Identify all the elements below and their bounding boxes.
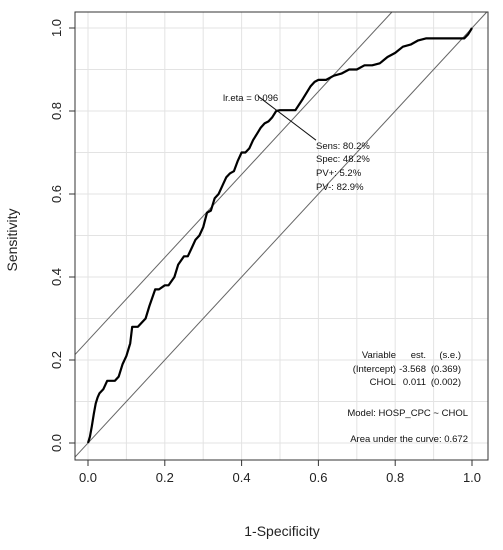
grid — [75, 12, 488, 460]
y-tick-label: 0.0 — [49, 434, 64, 452]
cutoff-label: lr.eta = 0.096 — [223, 93, 278, 104]
reference-lines — [74, 11, 488, 458]
model-table: Variable est. (s.e.) (Intercept) -3.568 … — [353, 350, 461, 388]
pv-plus-label: PV+: 5.2% — [316, 168, 362, 179]
x-axis: 0.0 0.2 0.4 0.6 0.8 1.0 — [79, 460, 481, 485]
x-tick-label: 0.6 — [309, 470, 327, 485]
x-tick-label: 0.8 — [386, 470, 404, 485]
x-tick-label: 0.4 — [233, 470, 251, 485]
table-cell: (Intercept) — [353, 364, 396, 375]
y-tick-label: 1.0 — [49, 19, 64, 37]
y-tick-label: 0.6 — [49, 185, 64, 203]
reference-line — [74, 11, 393, 355]
pv-minus-label: PV-: 82.9% — [316, 182, 364, 193]
x-tick-label: 0.2 — [156, 470, 174, 485]
table-cell: 0.011 — [403, 377, 426, 388]
x-axis-title: 1-Specificity — [244, 523, 319, 539]
table-cell: (0.002) — [431, 377, 461, 388]
y-tick-label: 0.2 — [49, 351, 64, 369]
table-cell: -3.568 — [399, 364, 426, 375]
y-axis: 0.0 0.2 0.4 0.6 0.8 1.0 — [49, 19, 75, 452]
plot-frame — [74, 11, 489, 461]
cutoff-pointer — [257, 95, 317, 141]
y-tick-label: 0.4 — [49, 268, 64, 286]
auc-label: Area under the curve: 0.672 — [350, 434, 468, 445]
model-formula: Model: HOSP_CPC ~ CHOL — [347, 408, 468, 419]
table-header-variable: Variable — [362, 350, 396, 361]
table-cell: (0.369) — [431, 364, 461, 375]
x-tick-label: 1.0 — [463, 470, 481, 485]
table-header-est: est. — [411, 350, 426, 361]
table-header-se: (s.e.) — [439, 350, 461, 361]
table-cell: CHOL — [370, 377, 396, 388]
sens-label: Sens: 80.2% — [316, 141, 370, 152]
roc-curve — [86, 27, 473, 444]
x-tick-label: 0.0 — [79, 470, 97, 485]
reference-line — [74, 11, 488, 458]
y-tick-label: 0.8 — [49, 102, 64, 120]
y-axis-title: Sensitivity — [4, 208, 20, 271]
spec-label: Spec: 48.2% — [316, 154, 370, 165]
